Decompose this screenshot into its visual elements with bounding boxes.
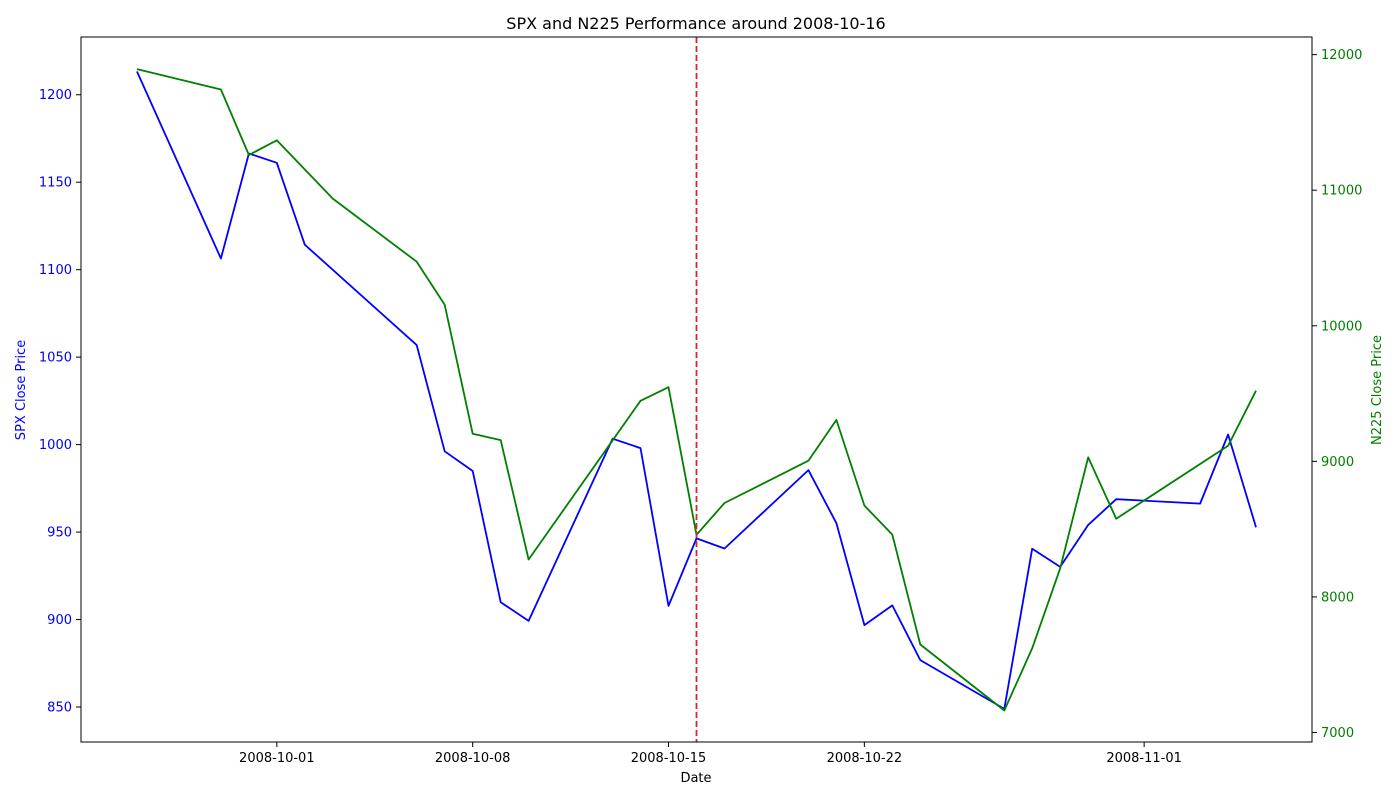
left-y-tick-label: 1100 [39,263,72,278]
chart-title: SPX and N225 Performance around 2008-10-… [506,14,885,33]
left-y-tick-label: 850 [47,701,72,716]
plot-frame [80,36,1313,743]
x-tick-label: 2008-10-08 [435,751,511,766]
x-tick-label: 2008-10-15 [631,751,707,766]
left-y-axis-label: SPX Close Price [14,340,29,440]
left-y-tick-label: 1150 [39,176,72,191]
spx-series-line [136,71,1257,710]
right-y-axis-label: N225 Close Price [1370,335,1385,445]
left-y-tick-label: 950 [47,526,72,541]
left-y-tick-label: 1000 [39,438,72,453]
right-y-tick-label: 12000 [1321,48,1362,63]
plot-area: 2008-10-01 2008-10-08 2008-10-15 2008-10-22… [39,37,1362,766]
right-y-tick-label: 10000 [1321,319,1362,334]
left-y-tick-label: 1200 [39,88,72,103]
right-y-tick-label: 8000 [1321,590,1354,605]
x-tick-label: 2008-10-22 [827,751,903,766]
n225-series-line [136,68,1257,712]
right-y-tick-label: 11000 [1321,184,1362,199]
right-y-tick-label: 9000 [1321,455,1354,470]
right-y-tick-label: 7000 [1321,726,1354,741]
left-y-tick-label: 900 [47,613,72,628]
x-tick-label: 2008-10-01 [239,751,315,766]
x-axis-label: Date [680,771,711,786]
left-y-tick-label: 1050 [39,351,72,366]
x-tick-label: 2008-11-01 [1106,751,1182,766]
